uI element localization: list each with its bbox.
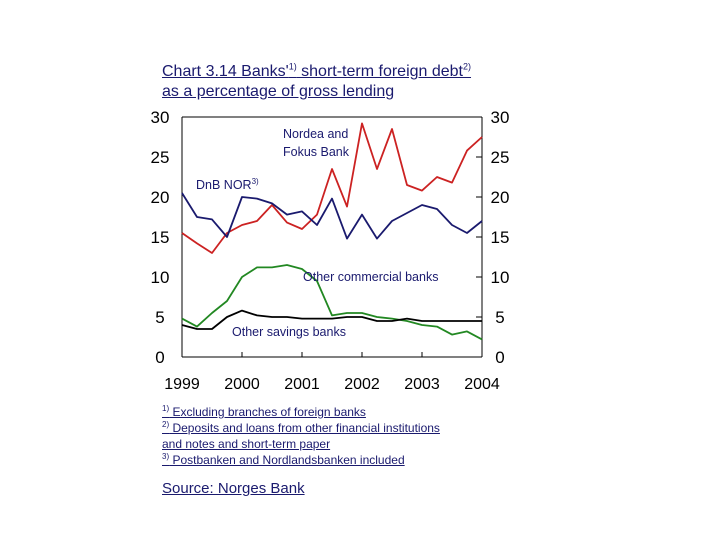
footnote-1-marker: 1): [162, 404, 170, 413]
footnote-3: 3) Postbanken and Nordlandsbanken includ…: [162, 452, 502, 468]
y-tick-label-left: 5: [155, 308, 164, 327]
x-tick-label: 2000: [224, 376, 260, 393]
line-chart: 0 5 10 15 20 25 30 0 5 10 15 20 25 30 1999 2000 2001 2002…: [151, 108, 510, 393]
footnote-2: 2) Deposits and loans from other financi…: [162, 420, 502, 436]
y-tick-label-right: 20: [491, 188, 510, 207]
y-tick-label-left: 10: [151, 268, 170, 287]
y-tick-label-right: 10: [491, 268, 510, 287]
y-tick-label-right: 15: [491, 228, 510, 247]
title-part-1: Chart 3.14 Banks': [162, 63, 289, 80]
y-tick-label-right: 30: [491, 108, 510, 127]
chart-title: Chart 3.14 Banks'1) short-term foreign d…: [162, 62, 492, 102]
title-part-2: short-term foreign debt: [296, 63, 463, 80]
x-tick-label: 1999: [164, 376, 200, 393]
source-note: Source: Norges Bank: [162, 480, 305, 497]
title-part-3: as a percentage of gross lending: [162, 83, 395, 100]
footnote-2-text: Deposits and loans from other financial …: [169, 421, 440, 435]
annotation-other-commercial-banks: Other commercial banks: [303, 270, 438, 284]
x-tick-label: 2001: [284, 376, 320, 393]
annotation-dnb-nor-label: DnB NOR: [196, 178, 252, 192]
x-tick-label: 2003: [404, 376, 440, 393]
footnote-1-text: Excluding branches of foreign banks: [169, 405, 366, 419]
series-line-other-savings-banks: [181, 309, 482, 330]
title-footnote-1: 1): [288, 61, 297, 72]
series-line-dnb-nor: [181, 192, 483, 240]
y-tick-label-right: 25: [491, 148, 510, 167]
annotation-nordea-line1: Nordea and: [283, 127, 348, 141]
y-tick-label-left: 0: [155, 348, 164, 367]
footnote-3-marker: 3): [162, 452, 170, 461]
y-tick-label-right: 5: [495, 308, 504, 327]
annotation-nordea-line2: Fokus Bank: [283, 145, 350, 159]
footnote-2-continued: and notes and short-term paper: [162, 436, 502, 452]
x-tick-label: 2002: [344, 376, 380, 393]
y-tick-label-left: 30: [151, 108, 170, 127]
footnotes: 1) Excluding branches of foreign banks 2…: [162, 404, 502, 468]
x-tick-label: 2004: [464, 376, 500, 393]
y-tick-label-left: 25: [151, 148, 170, 167]
annotation-dnb-nor: DnB NOR3): [196, 177, 259, 192]
y-tick-label-right: 0: [495, 348, 504, 367]
footnote-1: 1) Excluding branches of foreign banks: [162, 404, 502, 420]
y-tick-label-left: 15: [151, 228, 170, 247]
y-tick-label-left: 20: [151, 188, 170, 207]
annotation-other-savings-banks: Other savings banks: [232, 325, 346, 339]
series-line-other-commercial-banks: [181, 264, 483, 341]
annotation-dnb-nor-footnote: 3): [252, 177, 259, 186]
footnote-3-text: Postbanken and Nordlandsbanken included: [169, 453, 405, 467]
footnote-2-continued-text: and notes and short-term paper: [162, 437, 331, 451]
series-line-nordea-and-fokus-bank: [181, 122, 483, 254]
title-footnote-2: 2): [463, 61, 472, 72]
footnote-2-marker: 2): [162, 420, 170, 429]
